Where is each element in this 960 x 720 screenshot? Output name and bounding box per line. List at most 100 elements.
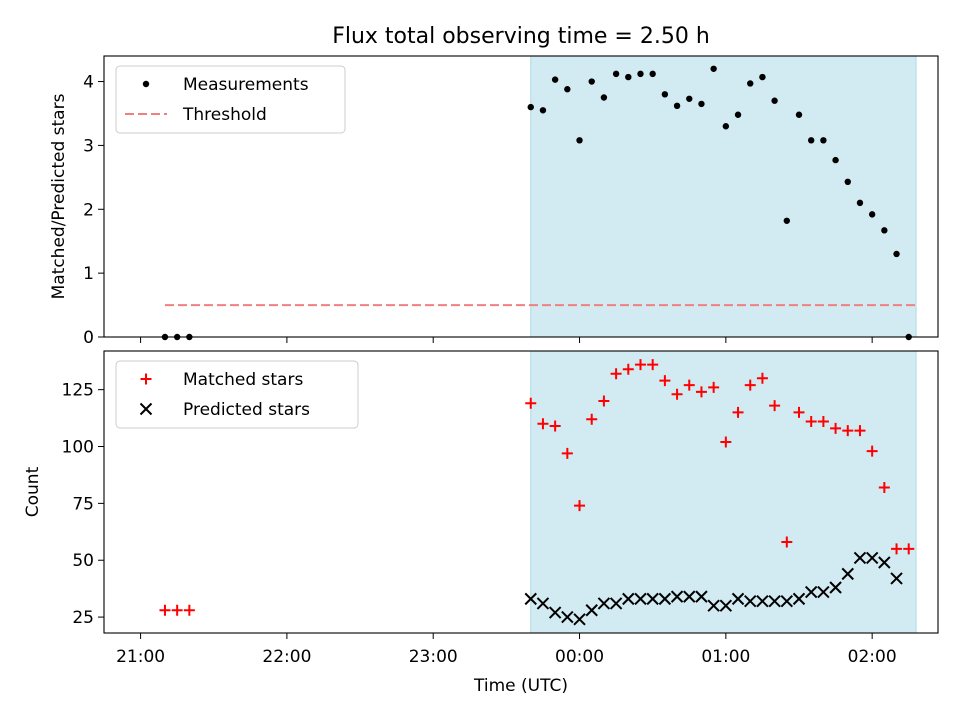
predicted-stars-point (768, 594, 781, 608)
measurement-point (698, 100, 705, 108)
y-tick-label: 0 (83, 328, 94, 348)
y-tick-label: 100 (62, 438, 94, 458)
bottom-panel: 25 50 75 100 125 21:00 22:00 23:00 00:00 01:00 02:… (23, 350, 939, 667)
predicted-stars-point (573, 613, 586, 626)
measurement-point (710, 65, 717, 72)
predicted-stars-point (756, 594, 769, 608)
y-tick-label: 25 (72, 608, 94, 628)
measurement-point (576, 137, 583, 144)
measurement-point (734, 111, 742, 118)
measurement-point (686, 95, 693, 102)
legend-label: Measurements (183, 75, 309, 95)
matched-stars-point (610, 368, 622, 380)
y-axis-label: Matched/Predicted stars (49, 93, 69, 299)
predicted-stars-point (890, 572, 903, 585)
measurement-point (783, 217, 791, 224)
predicted-stars-point (585, 604, 598, 617)
legend-matched-marker (140, 373, 152, 385)
predicted-stars-point (865, 551, 879, 565)
x-tick-label: 02:00 (848, 647, 897, 667)
predicted-stars-point (609, 597, 623, 610)
legend-label: Matched stars (183, 370, 303, 390)
matched-stars-point (634, 359, 646, 371)
x-tick-label: 21:00 (116, 647, 165, 667)
matched-stars-point (622, 363, 634, 375)
matched-stars-point (720, 436, 732, 448)
predicted-stars-point (804, 585, 818, 599)
matched-stars-point (647, 359, 659, 371)
matched-stars-point (866, 445, 878, 457)
matched-stars-point (769, 400, 781, 412)
predicted-stars-point (658, 592, 672, 606)
matched-stars-point (159, 604, 171, 616)
measurement-point (747, 80, 754, 87)
top-panel: 0 1 2 3 4 Matched/Predicted stars Measurements… (49, 55, 939, 348)
measurement-point (625, 73, 632, 81)
predicted-stars-point (524, 592, 537, 606)
shaded-interval (530, 55, 917, 338)
predicted-stars-point (622, 592, 635, 606)
predicted-stars-point (707, 599, 720, 612)
legend-label: Predicted stars (183, 400, 310, 420)
legend-box (115, 65, 346, 134)
measurement-point (527, 103, 534, 111)
matched-stars-point (695, 386, 707, 398)
predicted-stars-point (731, 592, 745, 606)
y-tick-label: 4 (83, 73, 94, 93)
y-tick-label: 2 (83, 200, 94, 220)
matched-stars-point (781, 536, 793, 548)
matched-stars-point (805, 416, 817, 427)
axes-frame (103, 350, 939, 634)
predicted-stars-point (841, 567, 854, 581)
measurement-point (637, 70, 644, 78)
measurement-point (649, 70, 656, 78)
matched-stars-point (854, 425, 866, 437)
matched-stars-point (817, 416, 829, 427)
measurement-point (673, 102, 681, 110)
legend-box (115, 360, 359, 429)
y-tick-label: 1 (83, 264, 94, 284)
x-tick-label: 23:00 (409, 647, 458, 667)
matched-stars-point (659, 375, 671, 387)
axes-frame (103, 55, 939, 338)
x-axis-label: Time (UTC) (473, 676, 568, 696)
matched-stars-point (537, 418, 549, 430)
measurement-point (893, 250, 900, 258)
measurement-point (844, 178, 851, 186)
measurement-point (807, 137, 815, 144)
matched-stars-point (793, 406, 805, 418)
matched-stars-point (671, 388, 683, 400)
measurement-point (661, 91, 669, 98)
predicted-stars-point (792, 592, 806, 606)
predicted-stars-point (597, 597, 611, 610)
y-tick-label: 75 (72, 494, 94, 514)
matched-stars-point (744, 379, 756, 391)
x-tick-label: 01:00 (701, 647, 750, 667)
matched-stars-point (574, 500, 586, 512)
measurement-point (588, 78, 595, 85)
matched-stars-point (561, 447, 573, 459)
x-tick-label: 22:00 (262, 647, 311, 667)
predicted-stars-point (829, 581, 842, 594)
predicted-stars-point (548, 606, 562, 619)
predicted-stars-point (695, 590, 708, 603)
measurement-point (612, 70, 620, 78)
predicted-stars-point (878, 556, 891, 569)
matched-stars-point (891, 543, 903, 555)
measurement-point (868, 211, 876, 218)
matched-stars-point (708, 381, 720, 393)
x-tick-label: 00:00 (555, 647, 604, 667)
matched-stars-point (903, 543, 915, 555)
measurement-point (795, 111, 803, 118)
measurement-point (832, 156, 839, 164)
legend-predicted-marker (139, 402, 153, 416)
measurement-point (771, 97, 778, 104)
measurement-point (600, 94, 608, 101)
predicted-stars-point (817, 585, 830, 599)
y-tick-label: 50 (72, 551, 94, 571)
y-tick-label: 125 (62, 381, 94, 401)
predicted-stars-point (719, 599, 733, 612)
matched-stars-point (842, 425, 854, 437)
matched-stars-point (598, 395, 610, 407)
matched-stars-point (183, 604, 195, 616)
